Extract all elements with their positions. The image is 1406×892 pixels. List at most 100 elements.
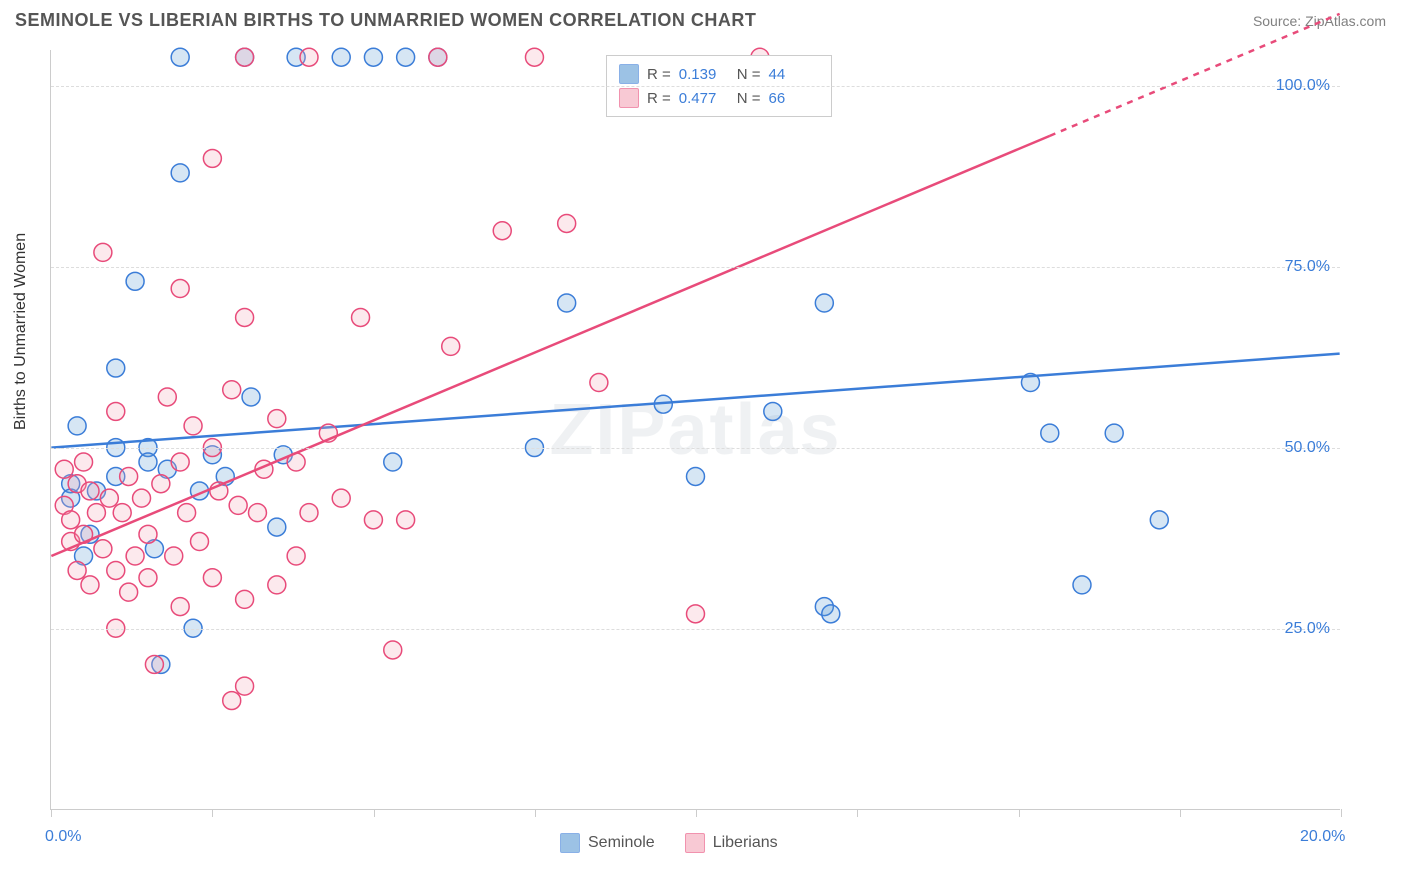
data-point xyxy=(815,294,833,312)
data-point xyxy=(68,417,86,435)
x-tick xyxy=(1341,809,1342,817)
data-point xyxy=(229,496,247,514)
scatter-plot-svg xyxy=(51,50,1340,809)
x-tick xyxy=(51,809,52,817)
data-point xyxy=(384,453,402,471)
gridline-h xyxy=(51,267,1340,268)
data-point xyxy=(75,453,93,471)
data-point xyxy=(81,576,99,594)
data-point xyxy=(126,547,144,565)
data-point xyxy=(139,525,157,543)
data-point xyxy=(94,540,112,558)
legend-n-label: N = xyxy=(737,66,761,83)
x-tick xyxy=(212,809,213,817)
y-tick-label: 50.0% xyxy=(1285,439,1330,457)
x-tick xyxy=(374,809,375,817)
data-point xyxy=(94,243,112,261)
data-point xyxy=(203,149,221,167)
y-tick-label: 100.0% xyxy=(1276,77,1330,95)
data-point xyxy=(558,214,576,232)
data-point xyxy=(364,48,382,66)
data-point xyxy=(1041,424,1059,442)
x-tick xyxy=(1180,809,1181,817)
data-point xyxy=(236,677,254,695)
legend-series-name: Liberians xyxy=(713,834,778,852)
data-point xyxy=(493,222,511,240)
data-point xyxy=(442,337,460,355)
data-point xyxy=(300,48,318,66)
data-point xyxy=(158,388,176,406)
data-point xyxy=(55,460,73,478)
source-attribution: Source: ZipAtlas.com xyxy=(1253,13,1386,29)
series-legend: Seminole Liberians xyxy=(560,833,778,853)
data-point xyxy=(287,547,305,565)
legend-n-label: N = xyxy=(737,90,761,107)
data-point xyxy=(687,467,705,485)
data-point xyxy=(1073,576,1091,594)
legend-r-label: R = xyxy=(647,66,671,83)
data-point xyxy=(332,489,350,507)
x-tick xyxy=(857,809,858,817)
data-point xyxy=(139,569,157,587)
data-point xyxy=(525,48,543,66)
legend-row: R = 0.477 N = 66 xyxy=(619,86,819,110)
data-point xyxy=(236,308,254,326)
legend-r-label: R = xyxy=(647,90,671,107)
y-axis-label: Births to Unmarried Women xyxy=(12,233,30,430)
gridline-h xyxy=(51,86,1340,87)
data-point xyxy=(268,576,286,594)
legend-n-value: 44 xyxy=(769,66,819,83)
data-point xyxy=(1150,511,1168,529)
x-tick xyxy=(696,809,697,817)
data-point xyxy=(171,48,189,66)
chart-plot-area: ZIPatlas R =0.139N =44R =0.477N =66 25.0… xyxy=(50,50,1340,810)
legend-item: Seminole xyxy=(560,833,655,853)
chart-title: SEMINOLE VS LIBERIAN BIRTHS TO UNMARRIED… xyxy=(15,10,756,31)
data-point xyxy=(203,569,221,587)
data-point xyxy=(268,518,286,536)
data-point xyxy=(139,453,157,471)
legend-swatch xyxy=(619,88,639,108)
data-point xyxy=(248,504,266,522)
data-point xyxy=(242,388,260,406)
data-point xyxy=(120,583,138,601)
legend-n-value: 66 xyxy=(769,90,819,107)
data-point xyxy=(397,511,415,529)
legend-r-value: 0.477 xyxy=(679,90,729,107)
data-point xyxy=(429,48,447,66)
data-point xyxy=(152,475,170,493)
data-point xyxy=(126,272,144,290)
data-point xyxy=(100,489,118,507)
data-point xyxy=(171,280,189,298)
data-point xyxy=(133,489,151,507)
data-point xyxy=(332,48,350,66)
legend-swatch xyxy=(619,64,639,84)
data-point xyxy=(223,381,241,399)
data-point xyxy=(171,453,189,471)
data-point xyxy=(268,410,286,428)
data-point xyxy=(107,359,125,377)
data-point xyxy=(165,547,183,565)
data-point xyxy=(236,48,254,66)
data-point xyxy=(300,504,318,522)
data-point xyxy=(558,294,576,312)
data-point xyxy=(223,692,241,710)
data-point xyxy=(352,308,370,326)
data-point xyxy=(68,561,86,579)
data-point xyxy=(107,561,125,579)
data-point xyxy=(171,164,189,182)
y-tick-label: 75.0% xyxy=(1285,258,1330,276)
legend-row: R =0.139N =44 xyxy=(619,62,819,86)
data-point xyxy=(364,511,382,529)
data-point xyxy=(145,655,163,673)
x-tick xyxy=(535,809,536,817)
data-point xyxy=(236,590,254,608)
legend-series-name: Seminole xyxy=(588,834,655,852)
data-point xyxy=(1105,424,1123,442)
data-point xyxy=(384,641,402,659)
data-point xyxy=(87,504,105,522)
data-point xyxy=(81,482,99,500)
y-tick-label: 25.0% xyxy=(1285,620,1330,638)
data-point xyxy=(764,402,782,420)
x-tick xyxy=(1019,809,1020,817)
